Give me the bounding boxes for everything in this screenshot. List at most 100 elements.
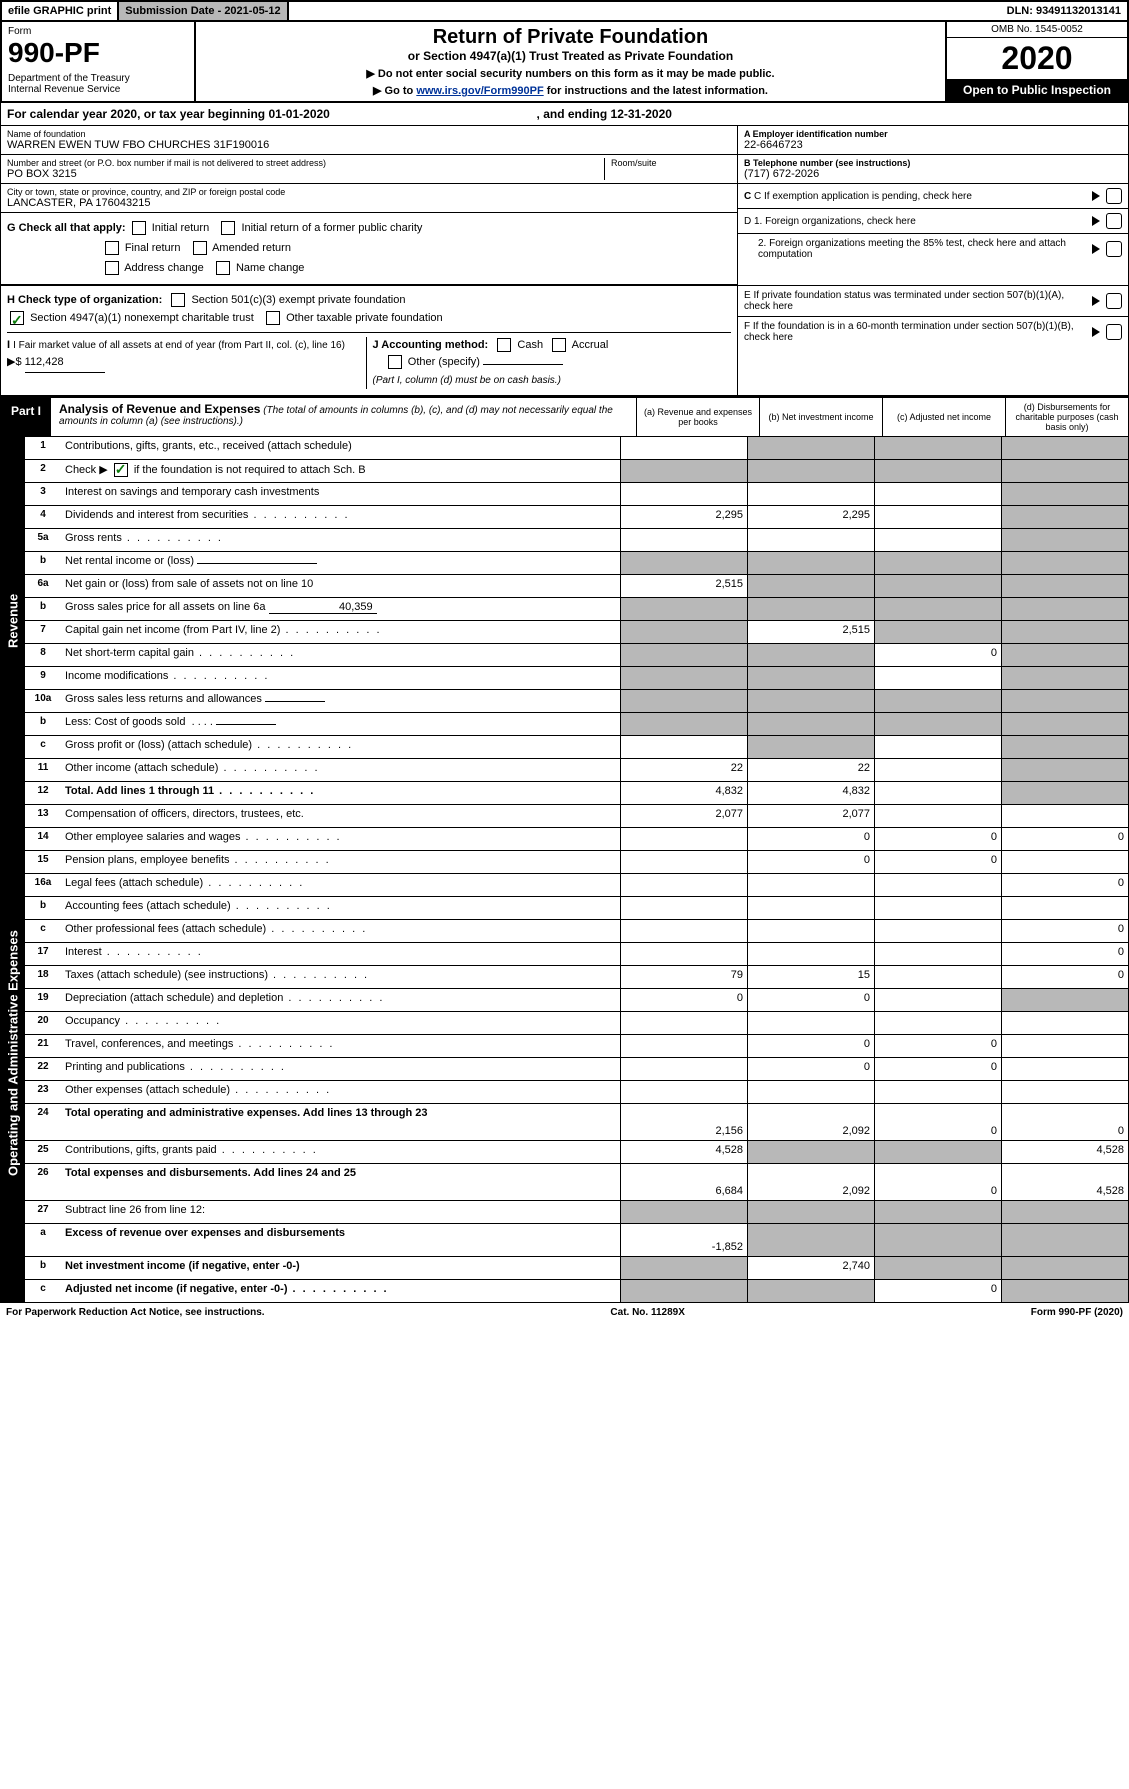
line-16a: Legal fees (attach schedule) (61, 874, 620, 896)
header-left: Form 990-PF Department of the Treasury I… (2, 22, 196, 101)
line-10c: Gross profit or (loss) (attach schedule) (61, 736, 620, 758)
line-3: Interest on savings and temporary cash i… (61, 483, 620, 505)
line-18: Taxes (attach schedule) (see instruction… (61, 966, 620, 988)
year-end: 12-31-2020 (611, 107, 672, 121)
line-5b: Net rental income or (loss) (61, 552, 620, 574)
part1-tag: Part I (1, 398, 51, 436)
submission-date: Submission Date - 2021-05-12 (119, 2, 288, 20)
line-1: Contributions, gifts, grants, etc., rece… (61, 437, 620, 459)
f-60month: F If the foundation is in a 60-month ter… (744, 321, 1092, 343)
line-2: Check ▶ if the foundation is not require… (61, 460, 620, 482)
line-20: Occupancy (61, 1012, 620, 1034)
section-g: G Check all that apply: Initial return I… (1, 213, 737, 285)
form-header: Form 990-PF Department of the Treasury I… (0, 22, 1129, 103)
line-6a: Net gain or (loss) from sale of assets n… (61, 575, 620, 597)
line-15: Pension plans, employee benefits (61, 851, 620, 873)
form-label: Form (8, 26, 188, 37)
d2-85pct: 2. Foreign organizations meeting the 85%… (744, 238, 1092, 260)
addr-label: Number and street (or P.O. box number if… (7, 158, 604, 168)
line-4: Dividends and interest from securities (61, 506, 620, 528)
c-exemption-pending: C C If exemption application is pending,… (744, 191, 1092, 202)
col-b-header: (b) Net investment income (759, 398, 882, 436)
revenue-side-label: Revenue (1, 437, 25, 804)
line-6b-value: 40,359 (269, 601, 377, 614)
chk-sch-b[interactable] (114, 463, 128, 477)
col-d-header: (d) Disbursements for charitable purpose… (1005, 398, 1128, 436)
chk-other-method[interactable] (388, 355, 402, 369)
line-13: Compensation of officers, directors, tru… (61, 805, 620, 827)
phone-value: (717) 672-2026 (744, 168, 1122, 180)
line-25: Contributions, gifts, grants paid (61, 1141, 620, 1163)
foundation-name: WARREN EWEN TUW FBO CHURCHES 31F190016 (7, 139, 731, 151)
line-14: Other employee salaries and wages (61, 828, 620, 850)
col-c-header: (c) Adjusted net income (882, 398, 1005, 436)
line-10b: Less: Cost of goods sold . . . . (61, 713, 620, 735)
line-26: Total expenses and disbursements. Add li… (61, 1164, 620, 1200)
line-16c: Other professional fees (attach schedule… (61, 920, 620, 942)
form-title: Return of Private Foundation (200, 26, 941, 49)
line-6b: Gross sales price for all assets on line… (61, 598, 620, 620)
instruction-ssn: ▶ Do not enter social security numbers o… (200, 67, 941, 80)
phone-label: B Telephone number (see instructions) (744, 158, 1122, 168)
form-subtitle: or Section 4947(a)(1) Trust Treated as P… (200, 49, 941, 63)
expenses-table: Operating and Administrative Expenses 13… (0, 805, 1129, 1303)
efile-label: efile GRAPHIC print (2, 2, 119, 20)
arrow-icon (1092, 327, 1100, 337)
line-5a: Gross rents (61, 529, 620, 551)
open-public-badge: Open to Public Inspection (947, 79, 1127, 101)
hij-section: H Check type of organization: Section 50… (0, 286, 1129, 396)
calendar-year-row: For calendar year 2020, or tax year begi… (0, 103, 1129, 126)
room-label: Room/suite (611, 158, 731, 168)
chk-final-return[interactable] (105, 241, 119, 255)
chk-accrual[interactable] (552, 338, 566, 352)
line-8: Net short-term capital gain (61, 644, 620, 666)
chk-f[interactable] (1106, 324, 1122, 340)
section-i: I I Fair market value of all assets at e… (7, 337, 366, 390)
col-a-header: (a) Revenue and expenses per books (636, 398, 759, 436)
page-footer: For Paperwork Reduction Act Notice, see … (0, 1303, 1129, 1322)
chk-4947a1[interactable] (10, 311, 24, 325)
line-21: Travel, conferences, and meetings (61, 1035, 620, 1057)
name-label: Name of foundation (7, 129, 731, 139)
chk-e[interactable] (1106, 293, 1122, 309)
line-7: Capital gain net income (from Part IV, l… (61, 621, 620, 643)
line-17: Interest (61, 943, 620, 965)
line-23: Other expenses (attach schedule) (61, 1081, 620, 1103)
arrow-icon (1092, 244, 1100, 254)
city-label: City or town, state or province, country… (7, 187, 731, 197)
cat-no: Cat. No. 11289X (265, 1307, 1031, 1318)
line-19: Depreciation (attach schedule) and deple… (61, 989, 620, 1011)
year-begin: 01-01-2020 (268, 107, 329, 121)
chk-initial-return[interactable] (132, 221, 146, 235)
e-terminated: E If private foundation status was termi… (744, 290, 1092, 312)
arrow-icon (1092, 191, 1100, 201)
line-16b: Accounting fees (attach schedule) (61, 897, 620, 919)
irs-link[interactable]: www.irs.gov/Form990PF (416, 85, 543, 97)
line-10a: Gross sales less returns and allowances (61, 690, 620, 712)
tax-year: 2020 (947, 38, 1127, 79)
section-j: J Accounting method: Cash Accrual Other … (366, 337, 732, 390)
chk-d2[interactable] (1106, 241, 1122, 257)
city-state-zip: LANCASTER, PA 176043215 (7, 197, 731, 209)
arrow-icon (1092, 216, 1100, 226)
section-h: H Check type of organization: Section 50… (7, 292, 731, 327)
chk-501c3[interactable] (171, 293, 185, 307)
header-right: OMB No. 1545-0052 2020 Open to Public In… (945, 22, 1127, 101)
paperwork-notice: For Paperwork Reduction Act Notice, see … (6, 1307, 265, 1318)
line-11: Other income (attach schedule) (61, 759, 620, 781)
line-12: Total. Add lines 1 through 11 (61, 782, 620, 804)
chk-other-taxable[interactable] (266, 311, 280, 325)
arrow-icon (1092, 296, 1100, 306)
instruction-goto: ▶ Go to www.irs.gov/Form990PF for instru… (200, 84, 941, 97)
chk-amended[interactable] (193, 241, 207, 255)
chk-cash[interactable] (497, 338, 511, 352)
chk-addr-change[interactable] (105, 261, 119, 275)
line-22: Printing and publications (61, 1058, 620, 1080)
chk-name-change[interactable] (216, 261, 230, 275)
chk-d1[interactable] (1106, 213, 1122, 229)
ein-value: 22-6646723 (744, 139, 1122, 151)
line-24: Total operating and administrative expen… (61, 1104, 620, 1140)
line-27c: Adjusted net income (if negative, enter … (61, 1280, 620, 1302)
chk-initial-former[interactable] (221, 221, 235, 235)
chk-exemption-pending[interactable] (1106, 188, 1122, 204)
